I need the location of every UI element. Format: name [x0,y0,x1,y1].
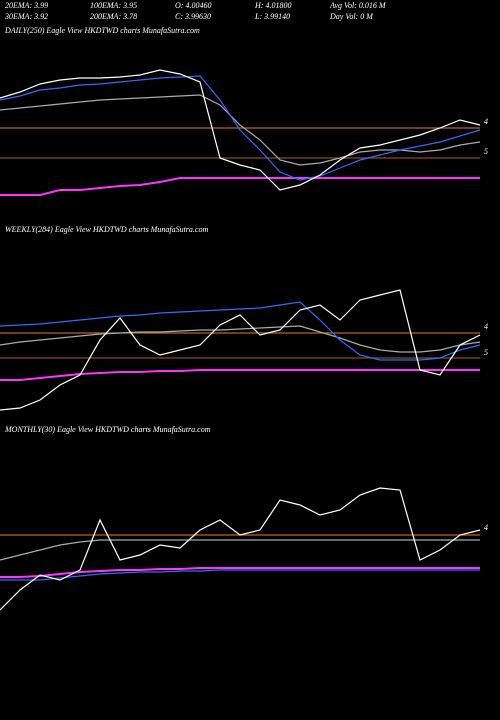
panel-title: MONTHLY(30) Eagle View HKDTWD charts Mun… [4,425,211,434]
price-line [0,567,480,578]
header-stat: Day Vol: 0 M [329,12,374,21]
price-line [0,569,480,581]
header-stat: C: 3.99630 [175,12,211,21]
price-line [0,325,481,353]
panel-title: DAILY(250) Eagle View HKDTWD charts Muna… [4,26,200,35]
level-label: 4 [484,117,488,126]
header-stat: 100EMA: 3.95 [90,1,137,10]
header-stat: 200EMA: 3.78 [90,12,137,21]
header-stat: Avg Vol: 0.016 M [329,1,387,10]
level-label: 5 [484,147,488,156]
price-line [0,69,481,191]
level-label: 5 [484,348,488,357]
header-stat: 30EMA: 3.92 [4,12,48,21]
header-stat: L: 3.99140 [254,12,290,21]
price-line [0,487,481,611]
header-stat: O: 4.00460 [175,1,211,10]
level-label: 4 [484,523,488,532]
price-line [0,75,481,181]
price-line [0,539,480,561]
level-label: 4 [484,322,488,331]
price-line [0,301,481,361]
header-stat: H: 4.01800 [254,1,291,10]
panel-title: WEEKLY(284) Eagle View HKDTWD charts Mun… [5,225,208,234]
header-stat: 20EMA: 3.99 [5,1,48,10]
price-line [0,177,480,196]
price-line [0,289,481,411]
